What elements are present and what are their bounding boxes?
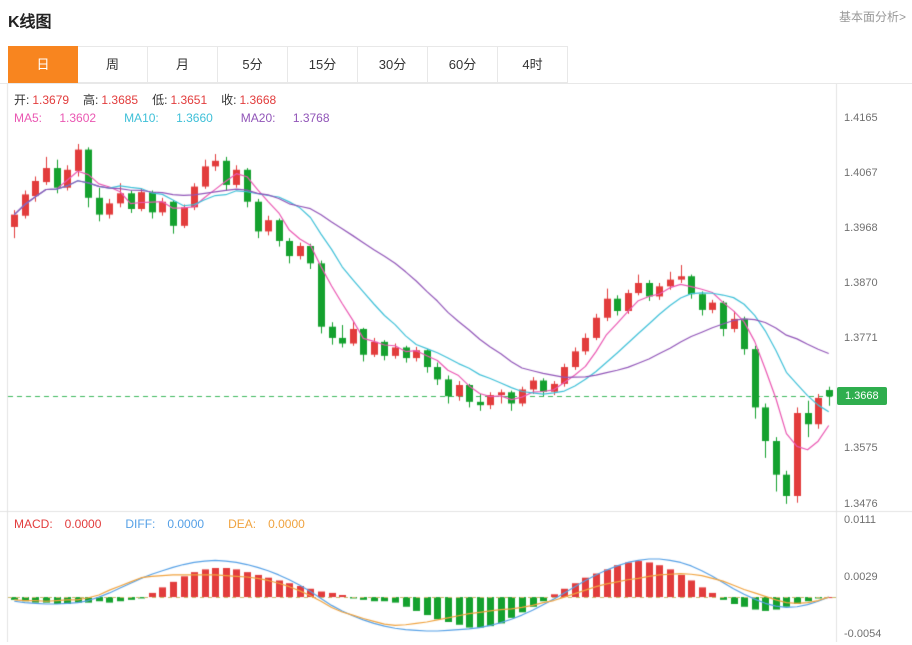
price-axis-label: 1.3476 [844, 497, 878, 510]
ma5-legend: MA5: 1.3602 [14, 111, 97, 125]
price-axis-label: 1.3575 [844, 442, 878, 455]
high-label: 高: [83, 93, 99, 107]
ohlc-legend: 开: 1.3679 高: 1.3685 低: 1.3651 收: 1.3668 [14, 91, 290, 108]
ma-legend: MA5: 1.3602 MA10: 1.3660 MA20: 1.3768 [14, 111, 358, 125]
tab-5min[interactable]: 5分 [218, 46, 288, 83]
macd-value-legend: MACD: 0.0000 [14, 517, 102, 531]
tab-30min[interactable]: 30分 [358, 46, 428, 83]
page-header: K线图 基本面分析> [0, 0, 912, 46]
macd-axis-label: 0.0111 [844, 514, 877, 527]
ma20-legend: MA20: 1.3768 [240, 111, 330, 125]
tab-60min[interactable]: 60分 [428, 46, 498, 83]
macd-axis-label: 0.0029 [844, 571, 878, 583]
tab-15min[interactable]: 15分 [288, 46, 358, 83]
page-title: K线图 [8, 14, 52, 31]
close-value: 1.3668 [239, 93, 277, 107]
open-label: 开: [14, 93, 30, 107]
macd-legend: MACD: 0.0000 DIFF: 0.0000 DEA: 0.0000 [14, 517, 329, 531]
price-axis-label: 1.4067 [844, 166, 878, 179]
open-value: 1.3679 [32, 93, 70, 107]
chart-area: 开: 1.3679 高: 1.3685 低: 1.3651 收: 1.3668 MA5: 1.… [0, 84, 912, 642]
price-axis-label: 1.3968 [844, 222, 878, 235]
tab-4hour[interactable]: 4时 [498, 46, 568, 83]
ma10-legend: MA10: 1.3660 [124, 111, 213, 125]
kline-chart-canvas[interactable] [0, 84, 912, 642]
timeframe-tabs: 日 周 月 5分 15分 30分 60分 4时 [0, 46, 912, 84]
tab-day[interactable]: 日 [8, 46, 78, 83]
low-label: 低: [152, 93, 168, 107]
diff-value-legend: DIFF: 0.0000 [125, 517, 205, 531]
close-label: 收: [221, 93, 237, 107]
price-axis-label: 1.4165 [844, 111, 878, 124]
price-axis-label: 1.3771 [844, 332, 878, 345]
tab-week[interactable]: 周 [78, 46, 148, 83]
high-value: 1.3685 [101, 93, 139, 107]
price-axis-label: 1.3870 [844, 276, 878, 289]
macd-axis-label: -0.0054 [844, 628, 882, 641]
price-axis: 1.4165 1.4067 1.3968 1.3870 1.3771 1.357… [836, 84, 912, 642]
low-value: 1.3651 [170, 93, 208, 107]
dea-value-legend: DEA: 0.0000 [228, 517, 305, 531]
current-price-badge: 1.3668 [837, 387, 887, 406]
fundamental-analysis-link[interactable]: 基本面分析> [838, 10, 906, 24]
tab-month[interactable]: 月 [148, 46, 218, 83]
